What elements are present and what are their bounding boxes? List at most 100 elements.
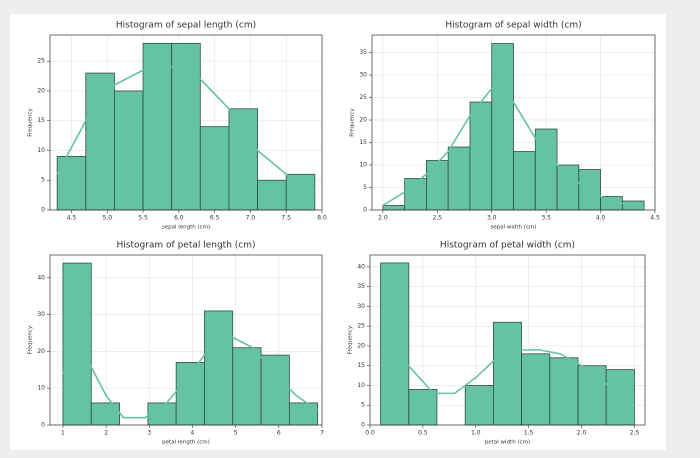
y-tick-label: 25 — [357, 323, 365, 330]
x-tick-label: 5.5 — [138, 215, 148, 222]
x-tick-label: 2.0 — [378, 215, 388, 222]
x-tick-label: 1.0 — [471, 430, 481, 437]
y-tick-label: 40 — [37, 274, 45, 281]
bar — [426, 160, 449, 211]
y-tick-label: 35 — [357, 283, 365, 290]
bar — [85, 72, 115, 211]
bar — [114, 90, 144, 211]
x-axis-label: petal length (cm) — [162, 440, 210, 446]
plot-frame — [49, 254, 323, 426]
bar — [175, 362, 205, 426]
plot-frame — [49, 34, 323, 211]
y-tick-label: 25 — [359, 94, 367, 101]
bar — [62, 262, 92, 426]
chart-title: Histogram of petal width (cm) — [440, 241, 575, 251]
bar — [204, 310, 234, 426]
bar — [380, 262, 410, 426]
y-tick-label: 30 — [357, 303, 365, 310]
y-axis-label: Frequency — [350, 108, 356, 137]
y-tick-label: 20 — [37, 87, 45, 94]
x-tick-label: 2.5 — [630, 430, 640, 437]
bar — [288, 402, 319, 426]
x-tick-label: 7 — [320, 430, 324, 437]
bar — [56, 156, 87, 211]
x-tick-label: 1.5 — [524, 430, 534, 437]
bar — [521, 353, 551, 426]
x-tick-label: 6.5 — [210, 215, 220, 222]
y-tick-label: 20 — [359, 117, 367, 124]
y-tick-label: 10 — [359, 162, 367, 169]
x-tick-label: 7.5 — [281, 215, 291, 222]
bar — [260, 354, 290, 426]
bar — [228, 108, 258, 211]
bar — [199, 126, 230, 211]
x-tick-label: 4.5 — [67, 215, 77, 222]
y-tick-label: 30 — [359, 72, 367, 79]
x-tick-label: 6 — [277, 430, 281, 437]
kde-line — [380, 349, 635, 406]
bar — [285, 173, 316, 211]
y-tick-label: 15 — [359, 139, 367, 146]
bar — [447, 146, 471, 211]
bar — [556, 164, 580, 211]
x-tick-label: 3.5 — [541, 215, 551, 222]
x-tick-label: 3 — [147, 430, 151, 437]
y-tick-label: 5 — [363, 184, 367, 191]
x-tick-label: 1 — [61, 430, 65, 437]
y-axis-label: Frequency — [28, 108, 34, 137]
bar — [408, 389, 438, 426]
chart-title: Histogram of sepal width (cm) — [445, 21, 581, 31]
kde-line — [56, 66, 316, 193]
x-tick-label: 0.5 — [418, 430, 428, 437]
y-tick-label: 15 — [37, 117, 45, 124]
x-tick-label: 8.0 — [317, 215, 327, 222]
y-tick-label: 5 — [41, 177, 45, 184]
y-tick-label: 20 — [357, 342, 365, 349]
kde-line — [62, 335, 319, 419]
y-tick-label: 40 — [357, 263, 365, 270]
bar — [232, 347, 262, 426]
y-tick-label: 10 — [357, 382, 365, 389]
x-tick-label: 5 — [234, 430, 238, 437]
x-axis-label: sepal length (cm) — [162, 225, 210, 231]
y-tick-label: 0 — [363, 207, 367, 214]
y-tick-label: 0 — [361, 422, 365, 429]
x-axis-label: sepal width (cm) — [491, 225, 537, 231]
bar — [549, 357, 579, 426]
chart-title: Histogram of sepal length (cm) — [116, 21, 256, 31]
bar — [513, 151, 536, 211]
x-tick-label: 2 — [104, 430, 108, 437]
y-tick-label: 25 — [37, 58, 45, 65]
y-axis-label: Frequency — [28, 325, 34, 354]
x-tick-label: 2.5 — [433, 215, 443, 222]
plot-frame — [371, 34, 656, 211]
y-tick-label: 0 — [41, 207, 45, 214]
y-tick-label: 15 — [357, 362, 365, 369]
x-axis-label: petal width (cm) — [485, 440, 530, 446]
x-tick-label: 4.5 — [650, 215, 660, 222]
y-tick-label: 5 — [361, 402, 365, 409]
y-tick-label: 35 — [359, 49, 367, 56]
bar — [491, 43, 514, 211]
y-tick-label: 30 — [37, 311, 45, 318]
y-tick-label: 10 — [37, 385, 45, 392]
y-tick-label: 10 — [37, 147, 45, 154]
y-tick-label: 0 — [41, 422, 45, 429]
x-tick-label: 5.0 — [102, 215, 112, 222]
chart-title: Histogram of petal length (cm) — [116, 241, 255, 251]
bar — [257, 179, 287, 211]
bar — [382, 205, 406, 211]
x-tick-label: 3.0 — [487, 215, 497, 222]
bar — [493, 321, 522, 426]
x-tick-label: 4 — [191, 430, 195, 437]
x-tick-label: 2.0 — [577, 430, 587, 437]
kde-line — [382, 87, 645, 209]
bar — [469, 101, 493, 211]
x-tick-label: 6.0 — [174, 215, 184, 222]
x-tick-label: 4.0 — [596, 215, 606, 222]
x-tick-label: 0.0 — [365, 430, 375, 437]
x-tick-label: 7.0 — [246, 215, 256, 222]
bar — [600, 196, 623, 211]
